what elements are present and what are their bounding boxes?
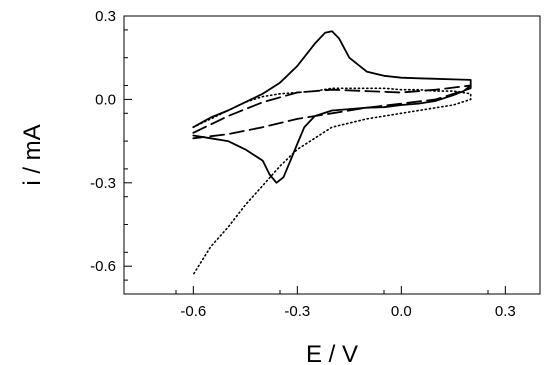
axis-ticks	[124, 15, 506, 294]
tick-labels: -0.6 -0.3 0.0 0.3 0.3 0.0 -0.3 -0.6	[90, 8, 516, 320]
dashed-voltammetry-curve	[192, 84, 472, 140]
dotted-voltammetry-curve	[192, 87, 472, 276]
plot-frame	[123, 15, 541, 295]
y-tick-label: -0.3	[90, 175, 116, 192]
solid-voltammetry-curve	[192, 30, 472, 184]
y-axis-title: i / mA	[19, 124, 46, 185]
y-tick-label: 0.0	[95, 91, 116, 108]
y-tick-label: 0.3	[95, 8, 116, 25]
x-axis-title: E / V	[306, 341, 358, 365]
series-layer	[192, 30, 472, 276]
x-tick-label: 0.0	[391, 303, 412, 320]
x-tick-label: -0.6	[180, 303, 206, 320]
x-tick-label: 0.3	[495, 303, 516, 320]
y-tick-label: -0.6	[90, 258, 116, 275]
x-tick-label: -0.3	[284, 303, 310, 320]
